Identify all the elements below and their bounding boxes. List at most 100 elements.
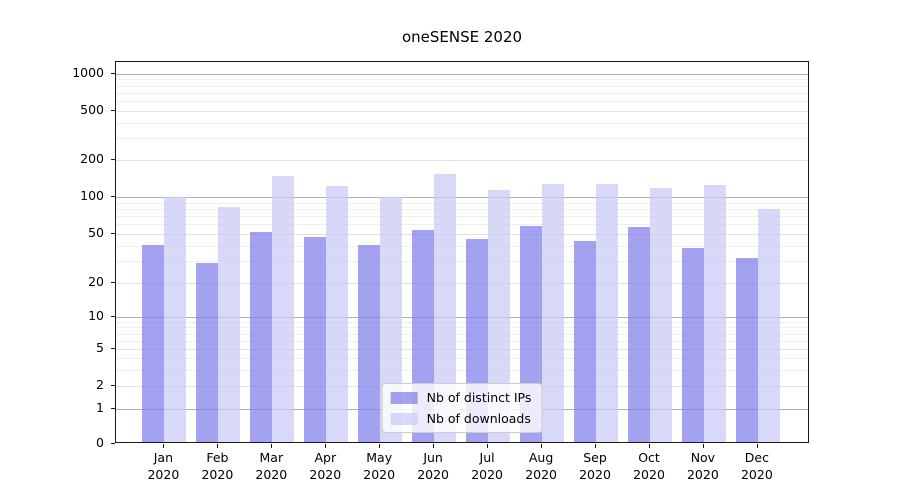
x-tick-apr <box>325 444 327 448</box>
y-tick-label-2: 2 <box>96 377 104 392</box>
legend-label-downloads: Nb of downloads <box>426 411 531 426</box>
x-tick-label-apr: Apr 2020 <box>309 450 342 482</box>
x-tick-mar <box>271 444 273 448</box>
gridline-minor <box>116 333 808 335</box>
gridline-minor <box>116 321 808 323</box>
x-tick-label-oct: Oct 2020 <box>633 450 665 482</box>
bar-downloads-aug <box>542 183 565 442</box>
bar-distinct-ips-apr <box>304 236 327 442</box>
bar-distinct-ips-may <box>358 245 381 442</box>
bar-downloads-jun <box>434 173 457 442</box>
y-tick-label-500: 500 <box>80 102 104 117</box>
gridline-100 <box>116 197 808 198</box>
bar-downloads-sep <box>596 183 618 442</box>
bar-downloads-oct <box>650 188 672 442</box>
x-tick-label-sep: Sep 2020 <box>579 450 611 482</box>
gridline-minor <box>116 101 808 103</box>
y-tick-5 <box>111 348 115 350</box>
chart-title: oneSENSE 2020 <box>401 28 523 46</box>
bar-downloads-dec <box>757 209 780 442</box>
bar-distinct-ips-jan <box>142 245 165 442</box>
bar-downloads-may <box>380 197 403 442</box>
x-tick-label-jan: Jan 2020 <box>147 450 180 482</box>
y-tick-2 <box>111 385 115 386</box>
bar-distinct-ips-oct <box>628 226 650 442</box>
x-tick-jan <box>163 444 165 448</box>
y-tick-1 <box>111 407 115 409</box>
gridline-minor <box>116 358 808 360</box>
bar-downloads-feb <box>218 206 241 442</box>
y-tick-label-1: 1 <box>96 399 104 415</box>
gridline-20 <box>116 283 808 284</box>
bar-downloads-jan <box>164 197 187 442</box>
gridline-1000 <box>116 73 808 75</box>
legend-item-distinct-ips: Nb of distinct IPs <box>390 390 532 405</box>
gridline-5 <box>116 349 808 351</box>
y-tick-500 <box>111 110 115 111</box>
x-tick-label-jul: Jul 2020 <box>471 450 503 482</box>
y-tick-50 <box>111 233 115 234</box>
x-tick-sep <box>595 444 596 448</box>
y-tick-label-1000: 1000 <box>72 64 104 80</box>
legend: Nb of distinct IPs Nb of downloads <box>381 383 543 433</box>
y-tick-label-50: 50 <box>88 225 104 240</box>
gridline-minor <box>116 224 808 226</box>
y-tick-0 <box>111 443 115 444</box>
gridline-minor <box>116 122 808 124</box>
bar-distinct-ips-feb <box>196 263 219 442</box>
bar-distinct-ips-dec <box>735 257 758 442</box>
bar-distinct-ips-sep <box>574 241 596 442</box>
gridline-500 <box>116 111 808 112</box>
gridline-minor <box>116 340 808 342</box>
x-tick-label-nov: Nov 2020 <box>686 450 719 482</box>
legend-swatch-downloads <box>390 412 418 425</box>
y-tick-1000 <box>111 72 115 74</box>
legend-swatch-distinct-ips <box>390 391 418 404</box>
gridline-200 <box>116 160 808 161</box>
x-tick-label-jun: Jun 2020 <box>417 450 449 482</box>
gridline-minor <box>116 79 808 81</box>
x-tick-oct <box>649 444 650 448</box>
x-tick-may <box>379 444 381 448</box>
plot-area: Nb of distinct IPs Nb of downloads <box>115 61 809 443</box>
y-tick-label-20: 20 <box>88 274 104 289</box>
bar-distinct-ips-mar <box>250 232 273 442</box>
gridline-minor <box>116 369 808 371</box>
x-tick-label-mar: Mar 2020 <box>255 450 288 482</box>
x-tick-feb <box>217 444 219 448</box>
y-tick-100 <box>111 196 115 197</box>
gridline-minor <box>116 245 808 247</box>
gridline-10 <box>116 317 808 318</box>
x-tick-aug <box>541 444 543 448</box>
x-tick-nov <box>702 444 704 448</box>
legend-item-downloads: Nb of downloads <box>390 411 532 426</box>
gridline-minor <box>116 202 808 204</box>
gridline-minor <box>116 208 808 210</box>
x-tick-jun <box>433 444 435 448</box>
gridline-minor <box>116 85 808 87</box>
gridline-minor <box>116 138 808 140</box>
y-tick-10 <box>111 316 115 317</box>
x-tick-label-may: May 2020 <box>363 450 396 482</box>
gridline-minor <box>116 92 808 94</box>
y-tick-label-5: 5 <box>96 340 104 356</box>
gridline-minor <box>116 327 808 329</box>
x-tick-jul <box>487 444 489 448</box>
gridline-minor <box>116 216 808 217</box>
bar-downloads-nov <box>703 185 726 442</box>
y-tick-label-100: 100 <box>80 188 104 203</box>
bar-downloads-apr <box>326 186 349 442</box>
gridline-50 <box>116 234 808 235</box>
legend-label-distinct-ips: Nb of distinct IPs <box>426 390 532 405</box>
bar-distinct-ips-nov <box>681 248 704 442</box>
y-tick-200 <box>111 159 115 160</box>
y-tick-label-10: 10 <box>88 308 104 323</box>
gridline-minor <box>116 261 808 263</box>
bar-downloads-mar <box>272 176 295 442</box>
y-tick-label-0: 0 <box>96 435 104 450</box>
x-tick-label-aug: Aug 2020 <box>525 450 557 482</box>
x-tick-label-dec: Dec 2020 <box>740 450 773 482</box>
bar-downloads-jul <box>488 189 511 442</box>
y-tick-20 <box>111 282 115 283</box>
